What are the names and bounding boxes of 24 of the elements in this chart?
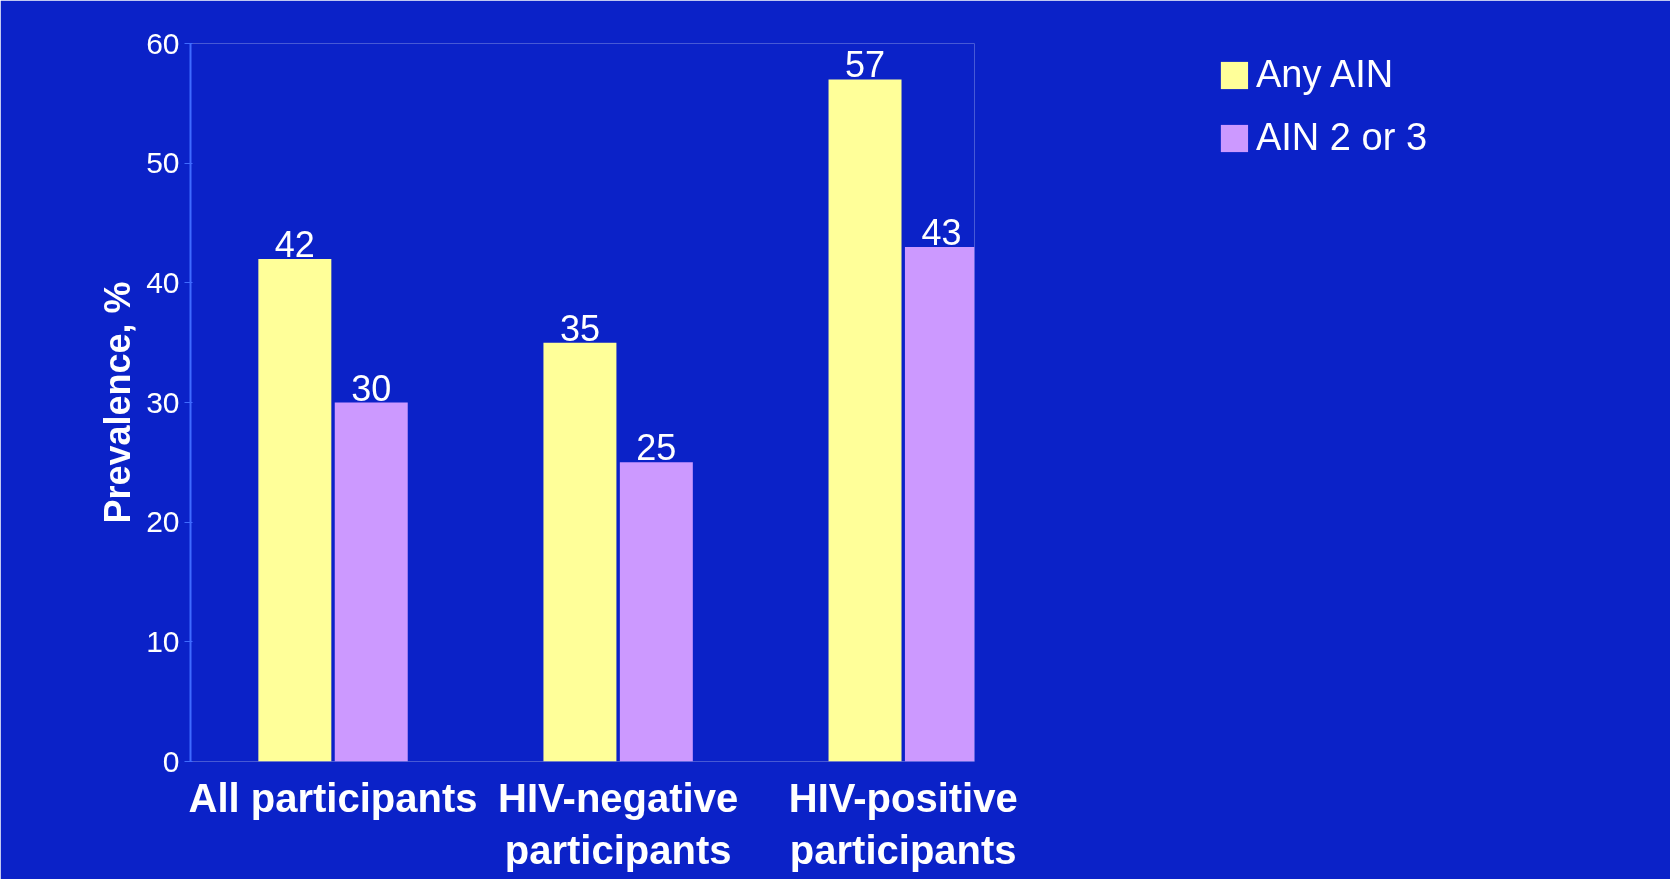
x-tick-label: HIV-positive participants xyxy=(788,775,1018,873)
data-label: 57 xyxy=(845,44,886,86)
y-tick-label: 60 xyxy=(146,26,180,60)
legend-label: Any AIN xyxy=(1255,53,1394,96)
data-label: 25 xyxy=(636,427,677,469)
data-label: 43 xyxy=(921,211,962,253)
bar xyxy=(334,402,408,762)
legend-label: AIN 2 or 3 xyxy=(1255,116,1428,159)
data-label: 42 xyxy=(274,223,315,265)
y-tick-label: 30 xyxy=(146,385,180,419)
x-tick-label: HIV-negative participants xyxy=(498,775,739,873)
data-label: 35 xyxy=(559,307,600,349)
y-tick-label: 40 xyxy=(146,265,180,299)
y-tick-label: 10 xyxy=(146,624,180,658)
y-tick-label: 20 xyxy=(146,505,180,539)
data-label: 30 xyxy=(351,367,392,409)
bar xyxy=(619,462,693,762)
y-tick-label: 0 xyxy=(162,744,180,778)
bar xyxy=(258,258,332,762)
y-tick-label: 50 xyxy=(146,146,180,180)
y-axis-title: Prevalence, % xyxy=(97,281,139,524)
bar xyxy=(543,342,617,762)
x-tick-label: All participants xyxy=(188,775,478,820)
bar xyxy=(828,79,902,762)
